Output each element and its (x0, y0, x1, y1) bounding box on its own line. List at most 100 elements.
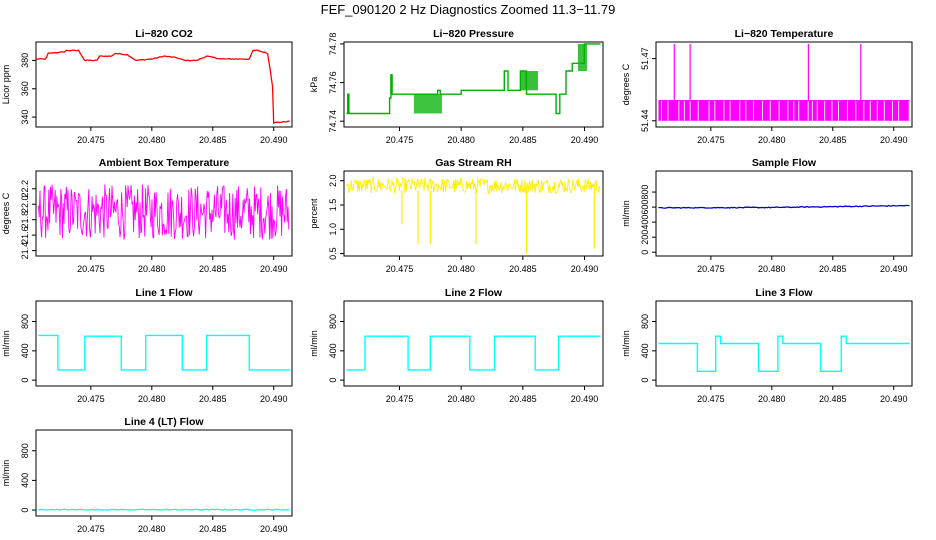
chart-panel: Li−820 Pressure kPa 20.475 20.480 20.485 20.4… (309, 28, 604, 145)
y-tick-label: 400 (640, 215, 650, 230)
y-axis-label: percent (309, 198, 319, 229)
y-tick-label: 0 (328, 378, 338, 383)
x-tick-label: 20.480 (138, 135, 166, 145)
series-line (38, 334, 291, 371)
x-tick-label: 20.490 (260, 394, 288, 404)
page-title: FEF_090120 2 Hz Diagnostics Zoomed 11.3−… (320, 2, 616, 17)
x-tick-label: 20.490 (260, 524, 288, 534)
chart-panel: Gas Stream RH percent 20.475 20.480 20.485 20… (309, 157, 604, 274)
x-tick-label: 20.485 (199, 264, 227, 274)
x-tick-label: 20.485 (509, 394, 537, 404)
x-tick-label: 20.480 (138, 394, 166, 404)
series-layer (36, 49, 290, 125)
x-tick-label: 20.485 (819, 394, 847, 404)
plot-frame (655, 170, 913, 257)
y-tick-label: 800 (328, 314, 338, 329)
y-axis-label: ml/min (1, 460, 11, 487)
x-tick-label: 20.475 (77, 524, 105, 534)
y-tick-label: 400 (20, 343, 30, 358)
x-tick-label: 20.490 (571, 394, 599, 404)
series-line (38, 508, 290, 511)
x-tick-label: 20.480 (138, 264, 166, 274)
x-tick-label: 20.490 (880, 394, 908, 404)
x-tick-label: 20.480 (758, 264, 786, 274)
x-tick-label: 20.475 (697, 264, 725, 274)
y-tick-label: 1.0 (328, 223, 338, 236)
chart-panel: Line 3 Flow ml/min 20.475 20.480 20.485 20.49… (621, 287, 913, 404)
series-layer (38, 334, 291, 371)
y-tick-label: 0 (640, 250, 650, 255)
plot-frame (343, 170, 604, 257)
chart-title: Line 2 Flow (445, 287, 503, 299)
chart-panel: Li−820 Temperature degrees C 20.475 20.480 2… (621, 28, 913, 145)
x-tick-label: 20.475 (697, 135, 725, 145)
plot-frame (35, 170, 293, 257)
y-tick-label: 0 (20, 378, 30, 383)
y-tick-label: 800 (20, 314, 30, 329)
y-axis-label: ml/min (309, 330, 319, 357)
y-tick-label: 51.47 (640, 47, 650, 70)
y-tick-label: 0.5 (328, 247, 338, 260)
chart-title: Li−820 Temperature (735, 28, 834, 40)
x-tick-label: 20.475 (697, 394, 725, 404)
x-tick-label: 20.485 (199, 135, 227, 145)
series-layer (37, 184, 290, 240)
plot-frame (655, 300, 913, 387)
plot-frame (343, 300, 604, 387)
x-tick-label: 20.480 (758, 135, 786, 145)
x-tick-label: 20.475 (77, 135, 105, 145)
plot-frame (35, 300, 293, 387)
series-line (346, 43, 601, 115)
y-axis-label: degrees C (1, 192, 11, 234)
x-tick-label: 20.480 (447, 394, 475, 404)
y-axis-label: ml/min (621, 330, 631, 357)
chart-title: Sample Flow (752, 157, 817, 169)
y-tick-label: 0 (640, 378, 650, 383)
series-layer (38, 508, 290, 511)
x-tick-label: 20.475 (386, 264, 414, 274)
x-tick-label: 20.490 (260, 264, 288, 274)
y-tick-label: 22.2 (20, 180, 30, 198)
y-tick-label: 1.5 (328, 199, 338, 212)
y-tick-label: 74.74 (328, 110, 338, 133)
chart-panel: Sample Flow ml/min 20.475 20.480 20.485 20.49… (621, 157, 913, 274)
series-band (658, 100, 910, 121)
y-axis-label: kPa (309, 77, 319, 93)
y-tick-label: 2.0 (328, 174, 338, 187)
series-layer (346, 43, 601, 115)
chart-title: Gas Stream RH (435, 157, 511, 169)
plot-frame (35, 429, 293, 517)
x-tick-label: 20.485 (509, 135, 537, 145)
series-layer (658, 44, 910, 121)
x-tick-label: 20.475 (386, 135, 414, 145)
x-tick-label: 20.480 (138, 524, 166, 534)
y-tick-label: 74.78 (328, 33, 338, 56)
x-tick-label: 20.490 (880, 135, 908, 145)
y-tick-label: 800 (20, 443, 30, 458)
x-tick-label: 20.490 (880, 264, 908, 274)
y-tick-label: 600 (640, 200, 650, 215)
x-tick-label: 20.475 (77, 394, 105, 404)
y-tick-label: 74.76 (328, 71, 338, 94)
y-tick-label: 21.6 (20, 226, 30, 244)
series-line (658, 204, 910, 209)
x-tick-label: 20.480 (447, 264, 475, 274)
chart-title: Ambient Box Temperature (99, 157, 230, 169)
chart-panel: Li−820 CO2 Licor ppm 20.475 20.480 20.485 20.… (1, 28, 293, 145)
y-tick-label: 800 (640, 314, 650, 329)
y-axis-label: Licor ppm (1, 65, 11, 105)
x-tick-label: 20.490 (571, 264, 599, 274)
y-tick-label: 200 (640, 230, 650, 245)
y-tick-label: 360 (20, 81, 30, 96)
series-line (346, 176, 601, 195)
y-tick-label: 400 (328, 343, 338, 358)
chart-title: Line 4 (LT) Flow (124, 416, 204, 428)
x-tick-label: 20.485 (509, 264, 537, 274)
chart-title: Line 1 Flow (135, 287, 193, 299)
series-layer (658, 204, 910, 209)
plot-frame (655, 41, 913, 128)
x-tick-label: 20.480 (758, 394, 786, 404)
x-tick-label: 20.480 (447, 135, 475, 145)
y-tick-label: 340 (20, 110, 30, 125)
